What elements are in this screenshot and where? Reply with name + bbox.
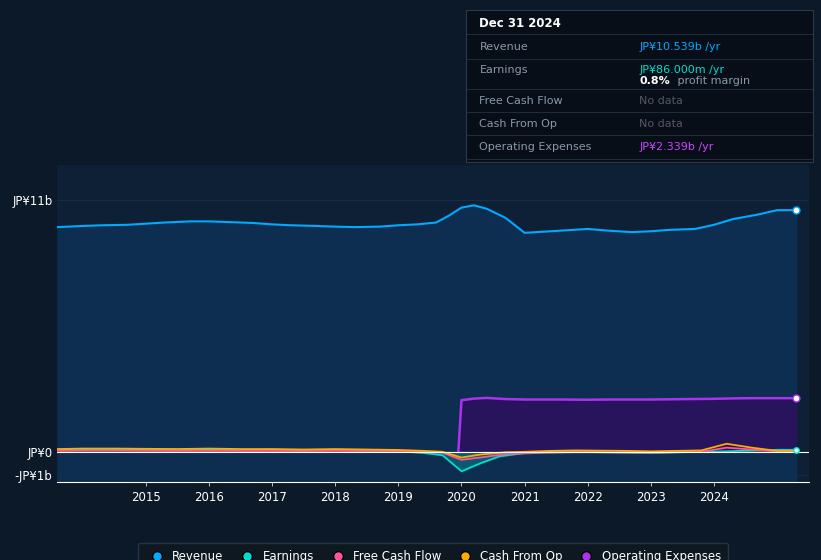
Text: JP¥2.339b /yr: JP¥2.339b /yr [639,142,713,152]
Text: Cash From Op: Cash From Op [479,119,557,129]
Text: Dec 31 2024: Dec 31 2024 [479,17,562,30]
Text: No data: No data [639,96,683,106]
Text: JP¥10.539b /yr: JP¥10.539b /yr [639,41,720,52]
Text: profit margin: profit margin [674,76,750,86]
Text: No data: No data [639,119,683,129]
Text: Revenue: Revenue [479,41,528,52]
Text: Free Cash Flow: Free Cash Flow [479,96,563,106]
Text: Operating Expenses: Operating Expenses [479,142,592,152]
Text: Earnings: Earnings [479,65,528,75]
Text: JP¥86.000m /yr: JP¥86.000m /yr [639,65,724,75]
Legend: Revenue, Earnings, Free Cash Flow, Cash From Op, Operating Expenses: Revenue, Earnings, Free Cash Flow, Cash … [138,543,728,560]
Text: 0.8%: 0.8% [639,76,670,86]
